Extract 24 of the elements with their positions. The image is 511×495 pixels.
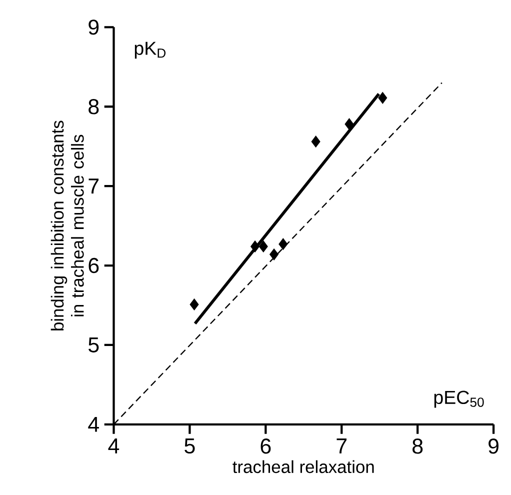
point (270, 248, 279, 260)
point (190, 298, 199, 310)
point (344, 118, 354, 130)
annotation: pEC$_{50}$ (434, 390, 484, 408)
x-tick-label: 7 (336, 438, 347, 454)
point (258, 240, 268, 252)
y-tick-label: 8 (88, 99, 99, 114)
x-axis-title: tracheal relaxation (232, 460, 374, 474)
point (311, 136, 320, 148)
y-tick-label: 4 (88, 417, 99, 432)
point (250, 240, 260, 252)
x-tick-label: 9 (488, 438, 498, 454)
y-tick-label: 6 (88, 258, 99, 274)
x-tick-label: 8 (412, 438, 423, 454)
y-tick-label: 7 (88, 178, 99, 194)
x-tick-label: 4 (108, 438, 120, 454)
y-tick-label: 9 (88, 20, 99, 35)
point (378, 92, 388, 104)
y-tick-label: 5 (88, 338, 99, 353)
point (278, 238, 288, 250)
x-tick-label: 6 (260, 438, 271, 454)
x-tick-label: 5 (184, 438, 195, 454)
annotation: pK$_{D}$ (134, 42, 166, 59)
y-axis-title: binding inhibition constants in tracheal muscle cells (50, 120, 84, 330)
